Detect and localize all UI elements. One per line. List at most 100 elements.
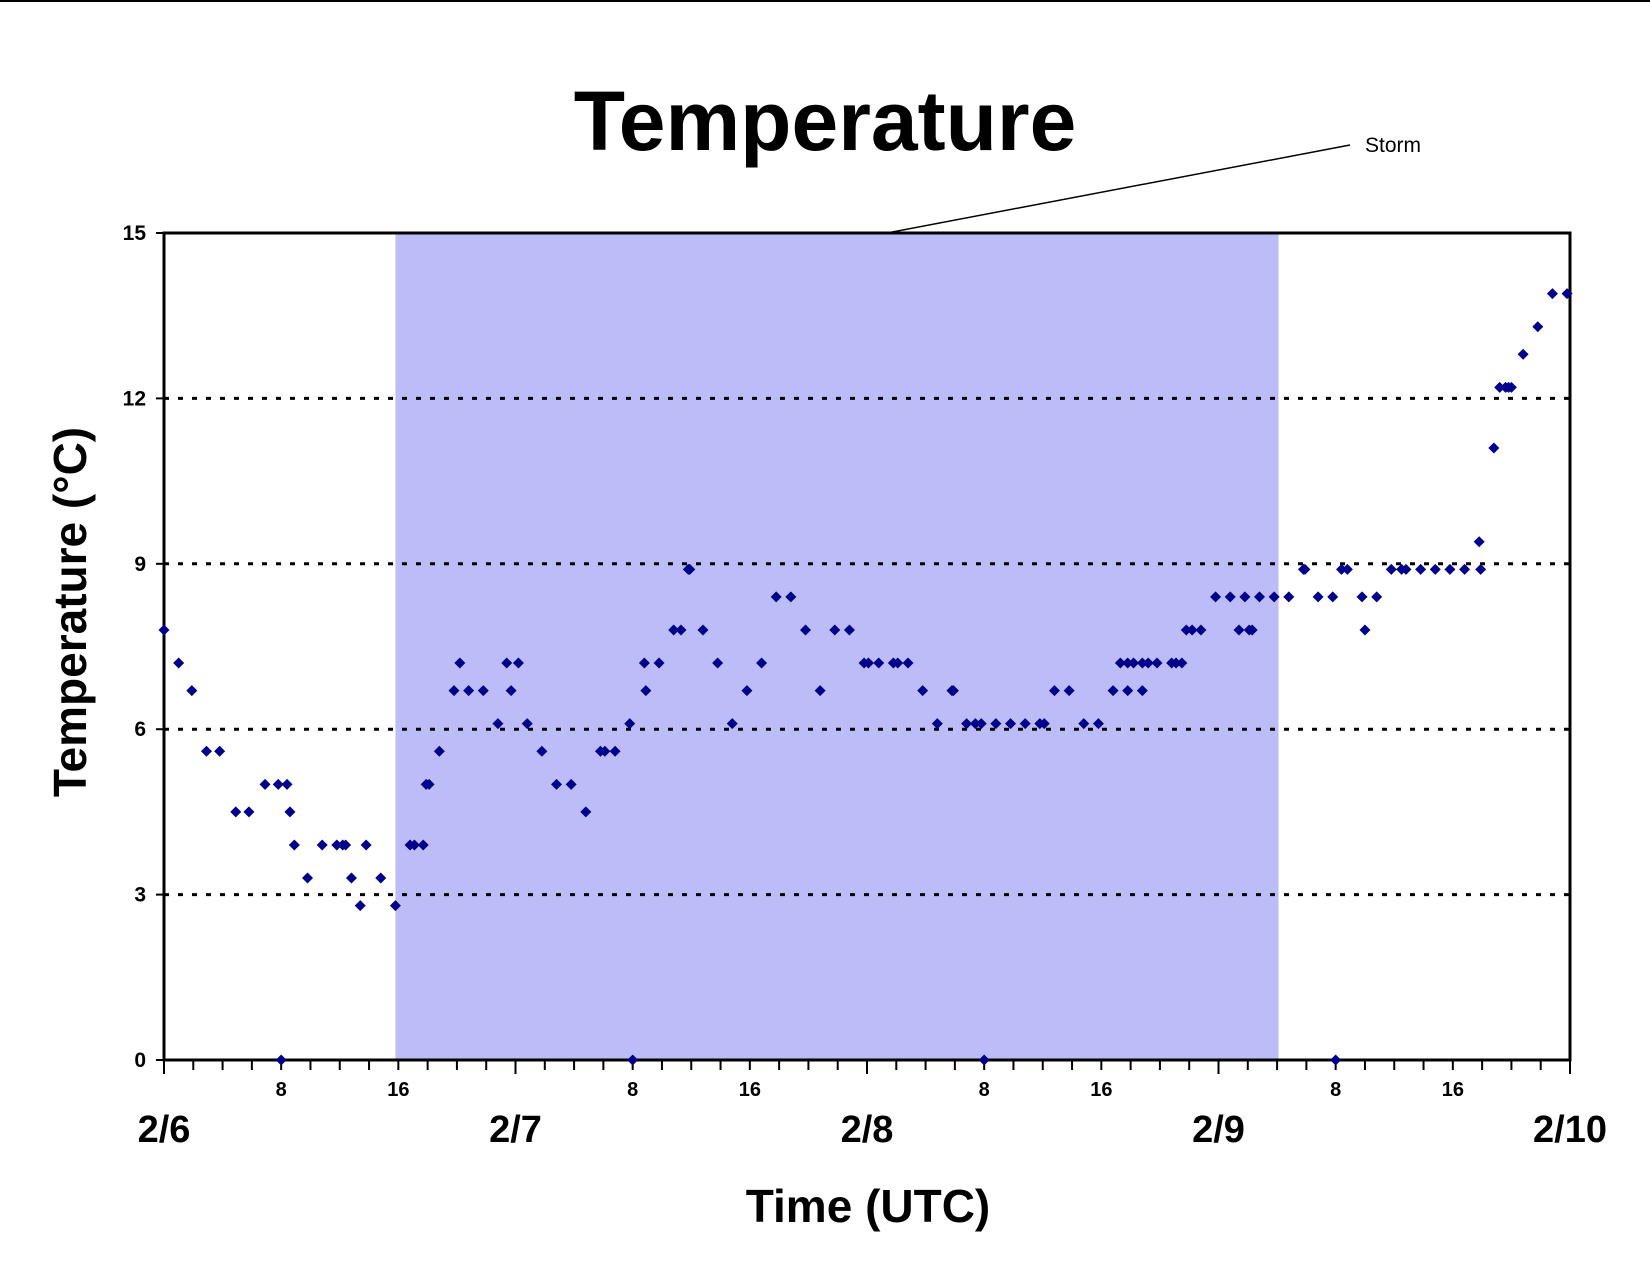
y-tick-label: 6 <box>134 718 146 741</box>
data-point <box>785 591 797 603</box>
data-point <box>675 624 687 636</box>
date-label: 2/10 <box>1533 1109 1607 1151</box>
y-tick-label: 12 <box>123 387 146 410</box>
data-point <box>1429 563 1441 575</box>
data-point <box>243 806 255 818</box>
date-labels: 2/6 2/7 2/8 2/9 2/10 <box>138 1109 1607 1151</box>
data-point <box>551 778 563 790</box>
data-point <box>1330 1054 1342 1066</box>
y-axis-ticks: 0 3 6 9 12 15 <box>123 222 164 1072</box>
data-point <box>640 685 652 697</box>
data-point <box>1005 718 1017 730</box>
data-point <box>1494 381 1506 393</box>
data-point <box>158 624 170 636</box>
data-point <box>1532 321 1544 333</box>
data-point <box>1224 591 1236 603</box>
data-point <box>1180 624 1192 636</box>
data-points <box>158 288 1573 1066</box>
data-point <box>668 624 680 636</box>
data-point <box>902 657 914 669</box>
data-point <box>200 745 212 757</box>
data-point <box>1488 442 1500 454</box>
data-point <box>862 657 874 669</box>
data-point <box>627 1054 639 1066</box>
y-tick-label: 0 <box>134 1049 146 1072</box>
data-point <box>1415 563 1427 575</box>
date-label: 2/7 <box>489 1109 542 1151</box>
data-point <box>536 745 548 757</box>
data-point <box>477 685 489 697</box>
data-point <box>345 872 357 884</box>
x-tick-label: 16 <box>387 1079 409 1101</box>
storm-annotation-label: Storm <box>1365 134 1421 157</box>
data-point <box>931 718 943 730</box>
data-point <box>272 778 284 790</box>
data-point <box>829 624 841 636</box>
chart-title: Temperature <box>574 74 1077 168</box>
data-point <box>512 657 524 669</box>
data-point <box>1239 591 1251 603</box>
data-point <box>433 745 445 757</box>
date-label: 2/9 <box>1192 1109 1245 1151</box>
data-point <box>521 718 533 730</box>
data-point <box>843 624 855 636</box>
data-point <box>1336 563 1348 575</box>
data-point <box>1517 348 1529 360</box>
x-tick-label: 16 <box>1442 1079 1464 1101</box>
data-point <box>741 685 753 697</box>
data-point <box>275 1054 287 1066</box>
data-point <box>186 685 198 697</box>
data-point <box>1505 381 1517 393</box>
data-point <box>814 685 826 697</box>
data-point <box>1122 657 1134 669</box>
data-point <box>331 839 343 851</box>
y-tick-label: 3 <box>134 884 146 907</box>
data-point <box>1151 657 1163 669</box>
data-point <box>417 839 429 851</box>
data-point <box>638 657 650 669</box>
data-point <box>1546 288 1558 300</box>
data-point <box>1299 563 1311 575</box>
x-axis-ticks: 8 16 8 16 8 16 8 16 <box>163 1060 1571 1101</box>
x-tick-label: 8 <box>276 1079 287 1101</box>
data-point <box>1312 591 1324 603</box>
data-point <box>1210 591 1222 603</box>
data-point <box>990 718 1002 730</box>
data-point <box>454 657 466 669</box>
data-point <box>684 563 696 575</box>
data-point <box>1561 288 1573 300</box>
data-point <box>1142 657 1154 669</box>
data-point <box>284 806 296 818</box>
date-label: 2/8 <box>841 1109 894 1151</box>
data-point <box>624 718 636 730</box>
data-point <box>1327 591 1339 603</box>
data-point <box>288 839 300 851</box>
data-point <box>1122 685 1134 697</box>
x-tick-label: 8 <box>1330 1079 1341 1101</box>
data-point <box>799 624 811 636</box>
data-point <box>1186 624 1198 636</box>
data-point <box>565 778 577 790</box>
data-point <box>892 657 904 669</box>
data-point <box>408 839 420 851</box>
x-tick-label: 16 <box>1090 1079 1112 1101</box>
data-point <box>1400 563 1412 575</box>
data-point <box>1107 685 1119 697</box>
x-axis-label: Time (UTC) <box>746 1180 991 1232</box>
data-point <box>726 718 738 730</box>
data-point <box>1459 563 1471 575</box>
data-point <box>463 685 475 697</box>
data-point <box>1283 591 1295 603</box>
data-point <box>756 657 768 669</box>
data-point <box>302 872 314 884</box>
data-point <box>1063 685 1075 697</box>
data-point <box>580 806 592 818</box>
data-point <box>1473 536 1485 548</box>
data-point <box>1170 657 1182 669</box>
data-point <box>975 718 987 730</box>
data-point <box>1254 591 1266 603</box>
data-point <box>354 900 366 912</box>
data-point <box>214 745 226 757</box>
data-point <box>653 657 665 669</box>
data-point <box>1385 563 1397 575</box>
